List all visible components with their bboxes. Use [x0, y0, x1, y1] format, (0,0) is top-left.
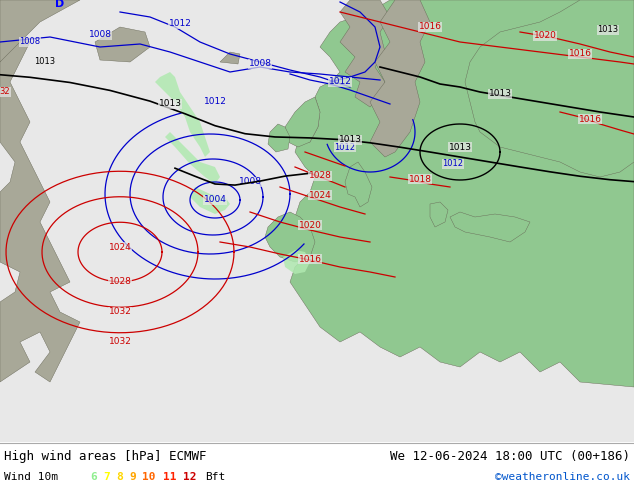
Text: ©weatheronline.co.uk: ©weatheronline.co.uk	[495, 472, 630, 482]
Text: 1028: 1028	[108, 277, 131, 287]
Text: 1012: 1012	[204, 98, 226, 106]
Text: 1016: 1016	[569, 49, 592, 58]
Polygon shape	[268, 124, 290, 152]
Polygon shape	[465, 0, 634, 177]
Text: 6: 6	[90, 472, 97, 482]
Text: 1012: 1012	[328, 77, 351, 87]
Polygon shape	[0, 0, 80, 62]
Text: 1020: 1020	[534, 31, 557, 41]
Text: We 12-06-2024 18:00 UTC (00+186): We 12-06-2024 18:00 UTC (00+186)	[390, 449, 630, 463]
Polygon shape	[190, 187, 230, 214]
Text: 9: 9	[129, 472, 136, 482]
Text: 7: 7	[103, 472, 110, 482]
Text: 1016: 1016	[578, 115, 602, 123]
Polygon shape	[340, 0, 390, 107]
Text: 1016: 1016	[299, 254, 321, 264]
Text: 1024: 1024	[108, 243, 131, 251]
Polygon shape	[450, 212, 530, 242]
Text: 32: 32	[0, 88, 10, 97]
Text: 10: 10	[142, 472, 155, 482]
Text: 12: 12	[183, 472, 197, 482]
Polygon shape	[0, 0, 80, 382]
Text: 1028: 1028	[309, 172, 332, 180]
Text: 1004: 1004	[204, 196, 226, 204]
Text: D: D	[55, 0, 64, 9]
Text: 1013: 1013	[158, 99, 181, 108]
Polygon shape	[220, 52, 240, 64]
Polygon shape	[345, 162, 372, 207]
Text: 1013: 1013	[339, 136, 361, 145]
Text: Bft: Bft	[205, 472, 226, 482]
Text: High wind areas [hPa] ECMWF: High wind areas [hPa] ECMWF	[4, 449, 207, 463]
Text: 1012: 1012	[169, 20, 191, 28]
Text: 11: 11	[162, 472, 176, 482]
Text: 1016: 1016	[418, 23, 441, 31]
Text: 1008: 1008	[20, 38, 41, 47]
Text: 1008: 1008	[89, 30, 112, 40]
Polygon shape	[370, 0, 430, 157]
Text: 1020: 1020	[299, 220, 321, 229]
Polygon shape	[165, 132, 220, 184]
Text: 1024: 1024	[309, 191, 332, 199]
Text: 1032: 1032	[108, 338, 131, 346]
Text: 8: 8	[116, 472, 123, 482]
Polygon shape	[290, 0, 634, 387]
Polygon shape	[285, 97, 320, 147]
Polygon shape	[155, 72, 210, 157]
Text: 1012: 1012	[443, 160, 463, 169]
Text: 1018: 1018	[408, 174, 432, 183]
Text: 1013: 1013	[34, 57, 56, 67]
Text: 1013: 1013	[489, 90, 512, 98]
Text: 1008: 1008	[238, 177, 261, 187]
Text: 1013: 1013	[448, 143, 472, 151]
Text: 1012: 1012	[335, 143, 356, 151]
Polygon shape	[95, 27, 150, 62]
Text: 1032: 1032	[108, 308, 131, 317]
Polygon shape	[265, 212, 315, 262]
Text: 1013: 1013	[597, 25, 619, 34]
Polygon shape	[283, 250, 310, 274]
Text: Wind 10m: Wind 10m	[4, 472, 58, 482]
Polygon shape	[430, 202, 448, 227]
Text: 1008: 1008	[249, 59, 271, 69]
